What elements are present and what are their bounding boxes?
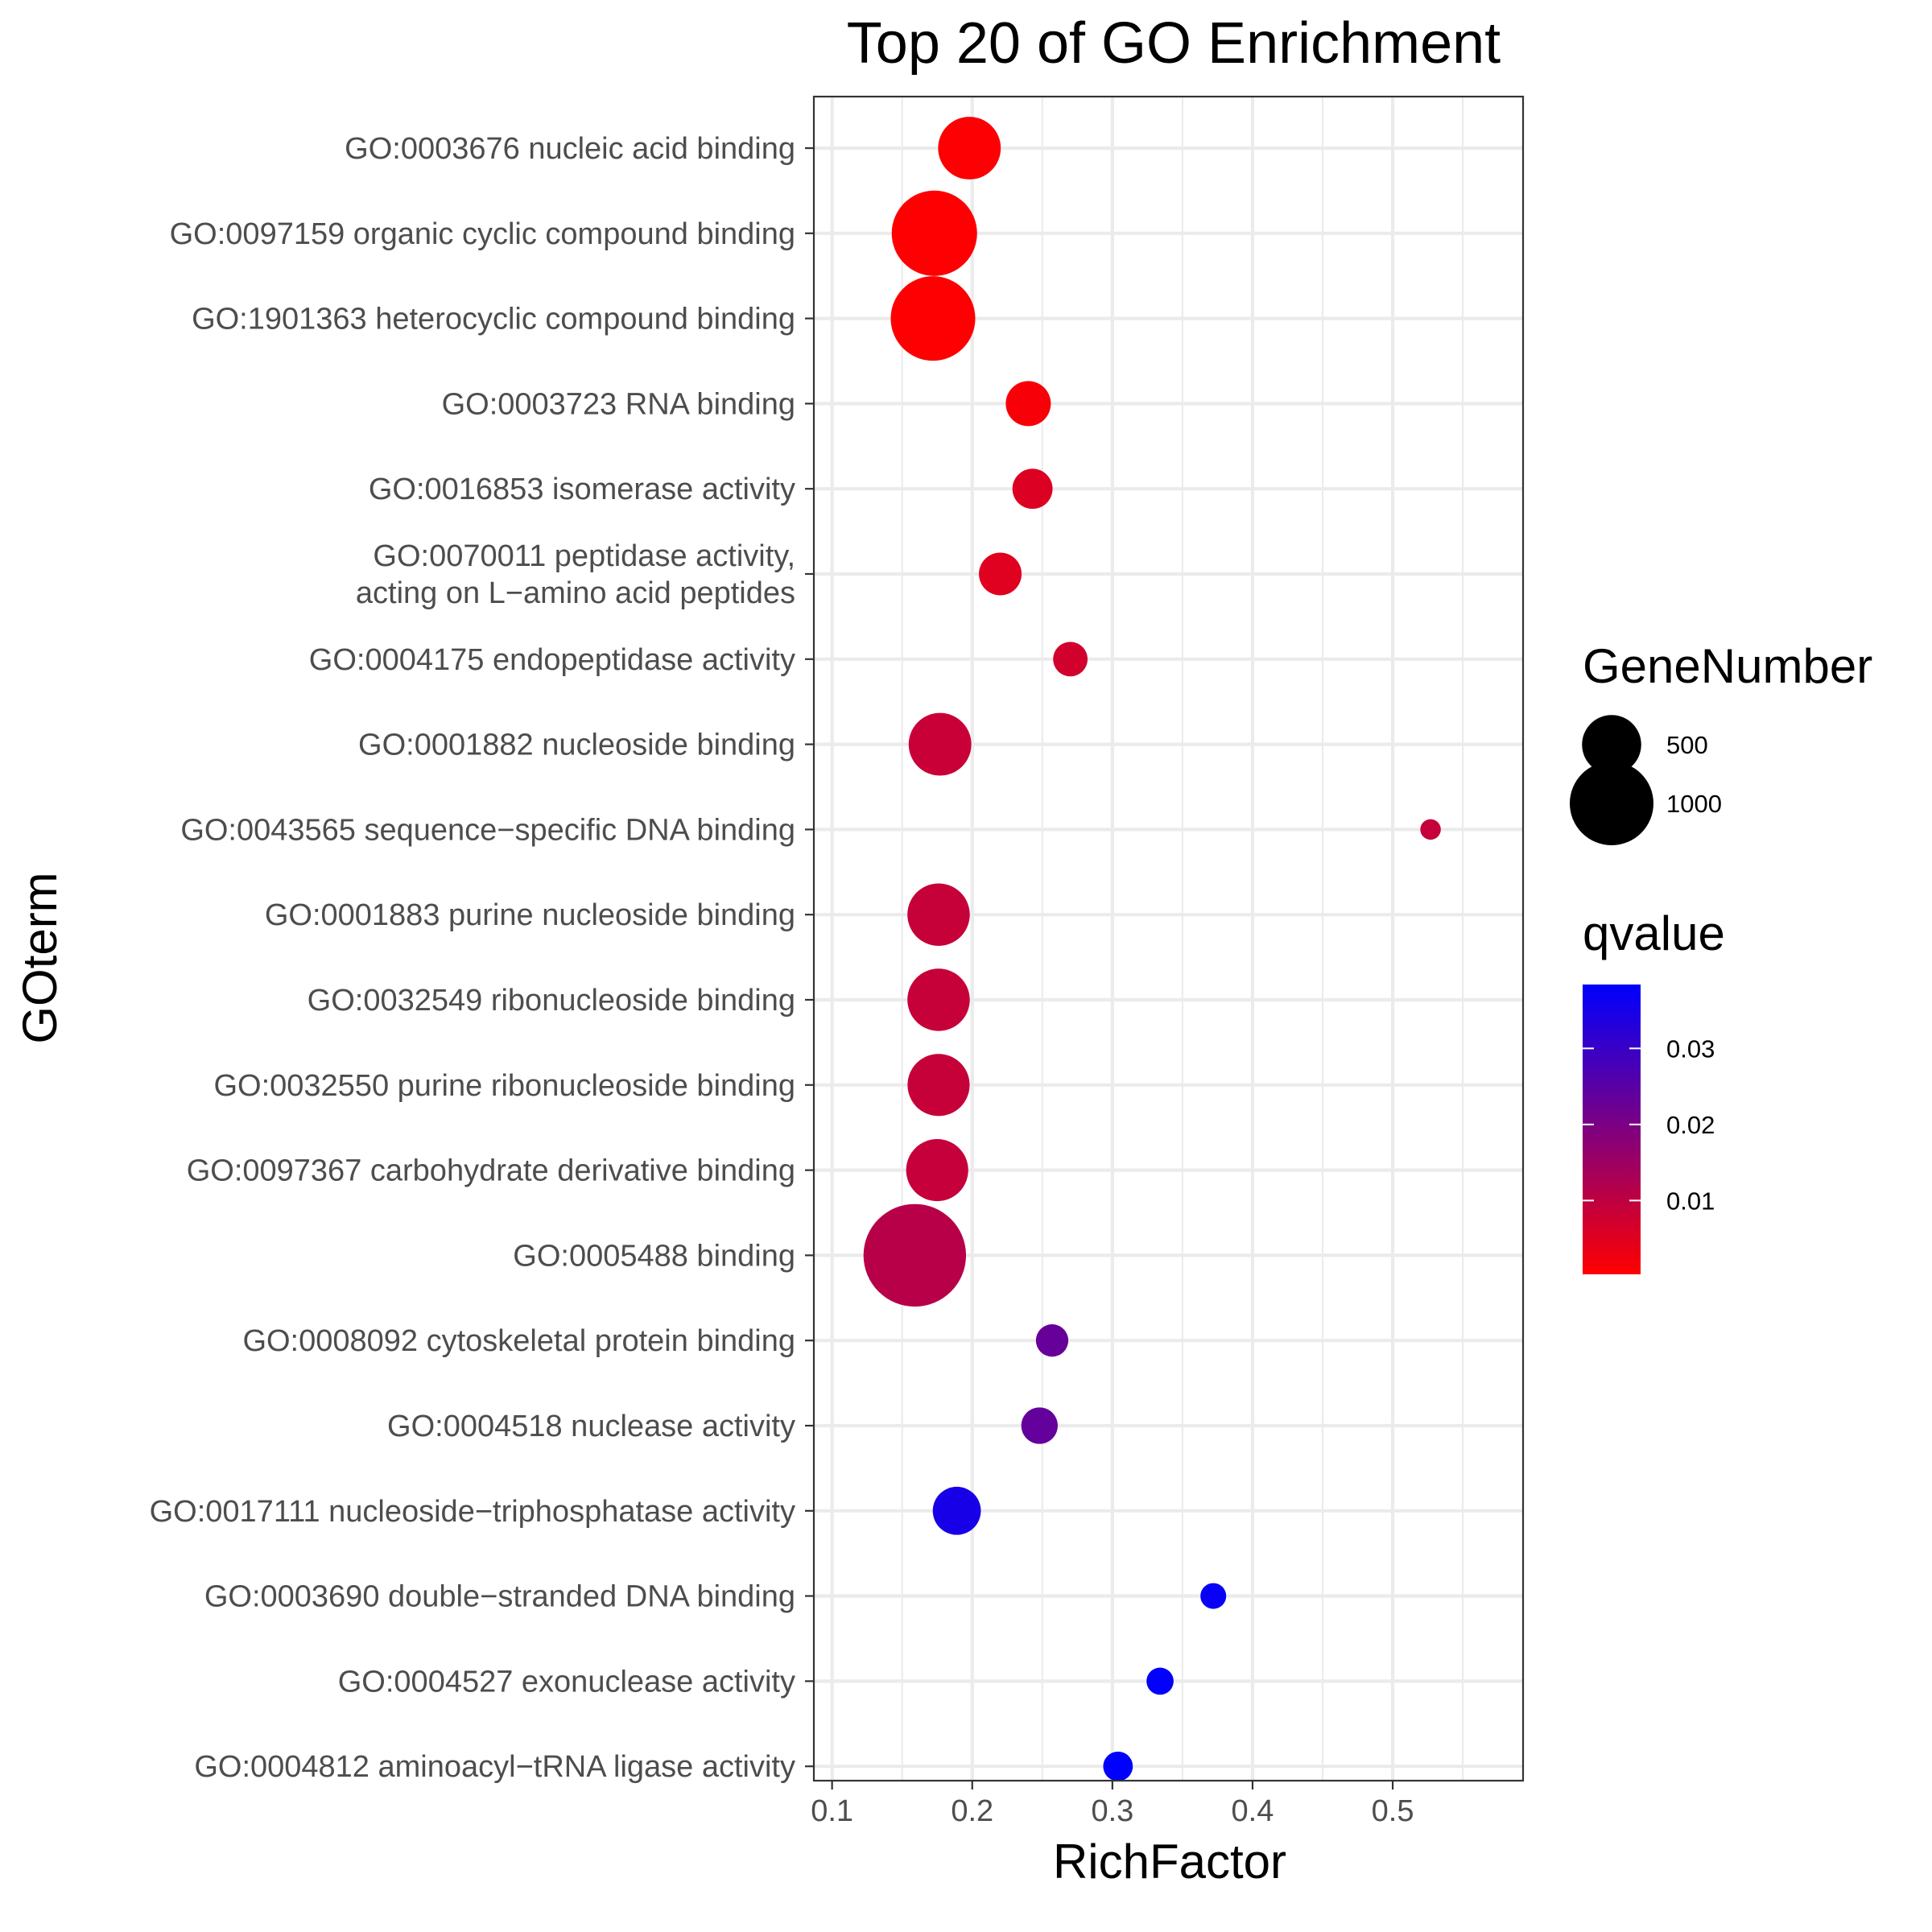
panel-border [812,95,1525,1782]
size-legend-title: GeneNumber [1583,639,1872,693]
y-tick-label: GO:0017111 nucleoside−triphosphatase act… [150,1495,795,1529]
x-tick-label: 0.4 [1232,1794,1274,1828]
y-tick-label: GO:0004518 nuclease activity [387,1410,795,1443]
data-point [1146,1667,1174,1695]
data-point [1200,1583,1227,1609]
y-tick-label: GO:0097367 carbohydrate derivative bindi… [187,1154,795,1188]
data-point [890,276,976,361]
data-point [938,117,1001,180]
data-points [863,117,1441,1781]
y-tick-label: GO:0001883 purine nucleoside binding [265,898,795,932]
plot-panel [812,95,1525,1782]
y-tick-label: GO:0008092 cytoskeletal protein binding [242,1324,795,1358]
y-axis: GO:0003676 nucleic acid binding GO:009715… [150,132,814,1784]
data-point [908,712,972,776]
y-axis-title: GOterm [13,872,67,1043]
y-tick-label: GO:0032550 purine ribonucleoside binding [213,1069,795,1103]
y-tick-label: GO:0097159 organic cyclic compound bindi… [170,217,795,251]
size-legend: GeneNumber 500 1000 [1570,639,1872,845]
color-legend-title: qvalue [1583,906,1725,960]
color-legend-ticks: 0.01 0.02 0.03 [1583,1034,1715,1215]
size-legend-key [1582,715,1641,774]
y-tick-label: GO:0004527 exonuclease activity [338,1665,795,1699]
data-point [979,552,1022,596]
y-tick-label: GO:0004812 aminoacyl−tRNA ligase activit… [194,1750,795,1784]
y-tick-label: GO:0003690 double−stranded DNA binding [204,1580,795,1614]
y-tick-label: GO:0032549 ribonucleoside binding [308,984,795,1018]
y-tick-label: GO:0005488 binding [513,1239,795,1273]
y-tick-label: GO:0016853 isomerase activity [369,473,795,506]
data-point [907,1054,970,1117]
chart-title: Top 20 of GO Enrichment [847,11,1501,76]
data-point [1420,819,1441,840]
data-point [1035,1324,1069,1357]
y-tick-label: GO:0003676 nucleic acid binding [345,132,795,166]
data-point [907,883,970,946]
size-legend-label: 500 [1666,731,1708,759]
data-point [906,1139,968,1202]
x-tick-label: 0.3 [1091,1794,1133,1828]
color-legend: qvalue 0.01 0.02 0.03 [1583,906,1725,1274]
x-tick-label: 0.1 [811,1794,853,1828]
colorbar-tick-label: 0.02 [1666,1111,1715,1139]
x-tick-label: 0.2 [951,1794,993,1828]
x-tick-label: 0.5 [1372,1794,1414,1828]
qvalue-colorbar [1583,985,1641,1274]
grid-lines [814,97,1523,1781]
y-tick-label: GO:0004175 endopeptidase activity [309,643,795,677]
data-point [907,968,970,1031]
data-point [932,1486,981,1535]
size-legend-label: 1000 [1666,790,1722,818]
y-tick-label: GO:0070011 peptidase activity, acting on … [356,539,795,610]
colorbar-tick-label: 0.01 [1666,1187,1715,1215]
size-legend-keys: 500 1000 [1570,715,1722,845]
size-legend-key [1570,762,1653,845]
data-point [1012,469,1053,510]
data-point [1021,1407,1058,1444]
data-point [1005,381,1051,427]
y-tick-label: GO:0003723 RNA binding [442,387,795,421]
y-tick-label: GO:0043565 sequence−specific DNA binding [180,813,795,847]
colorbar-tick-label: 0.03 [1666,1034,1715,1063]
data-point [1053,642,1088,677]
x-axis-title: RichFactor [1053,1835,1286,1889]
x-axis: 0.1 0.2 0.3 0.4 0.5 [811,1781,1414,1828]
data-point [1103,1751,1133,1781]
y-tick-label: GO:0001882 nucleoside binding [358,729,795,762]
y-tick-label: GO:1901363 heterocyclic compound binding [192,303,795,336]
data-point [863,1203,967,1307]
data-point [891,190,977,276]
